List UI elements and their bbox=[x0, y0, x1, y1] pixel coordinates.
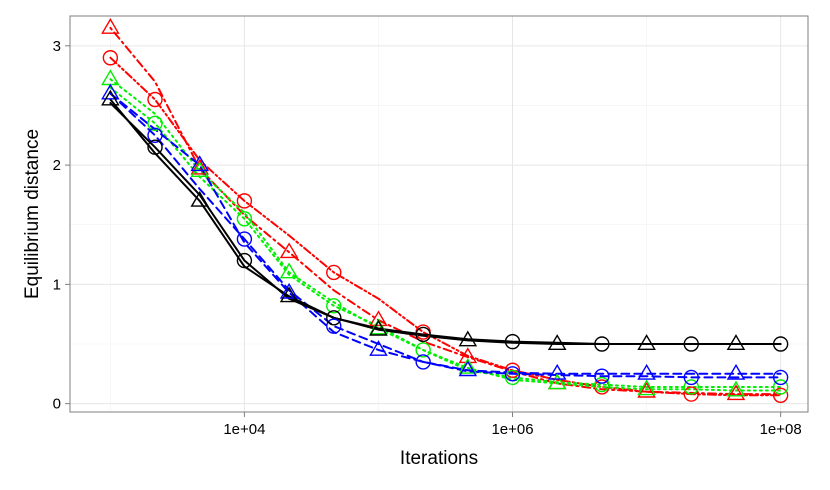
plot-background bbox=[70, 16, 808, 412]
point-circle-s5-9 bbox=[504, 366, 521, 382]
point-circle-s5-7 bbox=[415, 354, 431, 370]
point-circle-s7-1 bbox=[147, 139, 163, 155]
point-circle-s5-3 bbox=[236, 231, 253, 247]
y-tick-label: 0 bbox=[53, 396, 61, 413]
point-circle-s3-5 bbox=[326, 298, 342, 314]
point-circle-s7-5 bbox=[326, 310, 342, 326]
point-circle-s3-13 bbox=[683, 379, 699, 395]
point-triangle-s6-12 bbox=[637, 334, 656, 350]
point-circle-s7-3 bbox=[236, 252, 253, 269]
point-circle-s7-15 bbox=[772, 336, 789, 352]
point-triangle-s4-2 bbox=[190, 155, 210, 172]
point-triangle-s6-2 bbox=[190, 191, 210, 207]
point-triangle-s0-6 bbox=[369, 310, 388, 327]
point-circle-s1-15 bbox=[772, 387, 789, 404]
point-circle-s1-3 bbox=[236, 193, 253, 209]
x-tick-label: 1e+06 bbox=[491, 421, 533, 438]
point-triangle-s4-10 bbox=[547, 363, 567, 380]
series-line-5 bbox=[109, 92, 782, 379]
point-triangle-s6-0 bbox=[101, 89, 120, 106]
point-triangle-s2-4 bbox=[279, 262, 299, 279]
point-triangle-s4-6 bbox=[369, 340, 388, 356]
point-circle-s5-15 bbox=[772, 369, 789, 386]
point-triangle-s0-4 bbox=[279, 242, 299, 259]
point-triangle-s6-6 bbox=[369, 319, 388, 336]
point-triangle-s6-10 bbox=[547, 334, 567, 350]
y-axis-title: Equilibrium distance bbox=[22, 129, 43, 299]
point-triangle-s0-0 bbox=[101, 18, 120, 34]
series-layer bbox=[109, 26, 782, 397]
point-circle-s7-7 bbox=[415, 326, 431, 343]
point-circle-s1-0 bbox=[102, 50, 119, 66]
point-circle-s7-9 bbox=[504, 333, 521, 350]
point-circle-s7-11 bbox=[594, 336, 610, 352]
point-triangle-s4-14 bbox=[726, 363, 746, 380]
x-axis-title: Iterations bbox=[400, 448, 478, 469]
series-line-3 bbox=[109, 86, 782, 388]
point-circle-s3-7 bbox=[415, 342, 431, 358]
point-triangle-s4-8 bbox=[458, 360, 478, 377]
point-triangle-s4-0 bbox=[101, 83, 120, 100]
point-triangle-s2-12 bbox=[637, 379, 656, 396]
x-tick-label: 1e+08 bbox=[760, 421, 802, 438]
axes: 0 1 2 3 1e+04 1e+06 1e+08 bbox=[53, 38, 802, 438]
point-triangle-s4-4 bbox=[279, 282, 299, 299]
x-tick-label: 1e+04 bbox=[223, 421, 265, 438]
grid bbox=[70, 16, 808, 412]
point-circle-s1-5 bbox=[326, 264, 342, 281]
point-triangle-s0-12 bbox=[637, 381, 656, 398]
y-tick-label: 1 bbox=[53, 276, 61, 293]
point-triangle-s2-14 bbox=[726, 380, 746, 397]
point-circle-s5-13 bbox=[683, 369, 699, 386]
marker-layer bbox=[101, 18, 789, 404]
point-triangle-s0-14 bbox=[726, 384, 746, 401]
point-triangle-s2-8 bbox=[458, 358, 478, 374]
point-triangle-s2-10 bbox=[547, 373, 567, 390]
point-triangle-s6-14 bbox=[726, 334, 746, 350]
point-triangle-s2-2 bbox=[190, 161, 210, 178]
series-line-2 bbox=[109, 78, 782, 392]
point-triangle-s0-2 bbox=[190, 158, 210, 175]
point-triangle-s4-12 bbox=[637, 363, 656, 380]
point-circle-s3-11 bbox=[594, 376, 610, 393]
point-circle-s3-9 bbox=[504, 369, 521, 386]
point-circle-s5-11 bbox=[594, 368, 610, 384]
y-tick-label: 2 bbox=[53, 157, 61, 174]
point-circle-s1-13 bbox=[683, 386, 699, 402]
point-circle-s3-1 bbox=[147, 115, 163, 132]
series-line-7 bbox=[109, 102, 782, 345]
point-circle-s5-1 bbox=[147, 127, 163, 143]
point-circle-s3-15 bbox=[772, 379, 789, 395]
point-circle-s5-5 bbox=[326, 318, 342, 334]
point-circle-s1-9 bbox=[504, 362, 521, 378]
point-triangle-s6-8 bbox=[458, 330, 478, 347]
point-triangle-s6-4 bbox=[279, 286, 299, 303]
series-line-1 bbox=[109, 56, 782, 397]
point-circle-s3-3 bbox=[236, 211, 253, 227]
point-circle-s1-1 bbox=[147, 91, 163, 108]
plot-border bbox=[69, 15, 809, 413]
y-tick-label: 3 bbox=[53, 38, 61, 55]
point-circle-s7-13 bbox=[683, 336, 699, 352]
